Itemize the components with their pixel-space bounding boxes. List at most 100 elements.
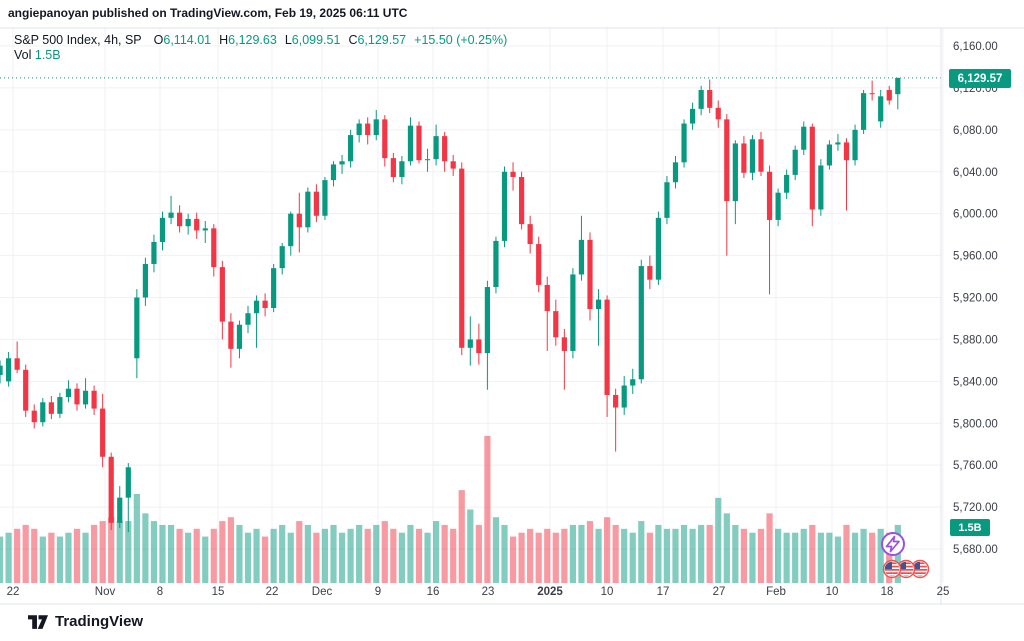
volume-bar: [159, 524, 166, 583]
candle-body: [48, 402, 54, 414]
candle-body: [613, 394, 619, 408]
candle-body: [501, 171, 508, 241]
date-tick-label: 22: [266, 586, 279, 598]
price-tick-label: 5,960.00: [953, 251, 998, 263]
candle-body: [724, 119, 730, 202]
lightning-icon[interactable]: [881, 532, 905, 556]
volume-bar: [826, 532, 833, 583]
candle-body: [151, 241, 157, 264]
date-tick-label: 2025: [537, 586, 563, 598]
volume-label: Vol: [14, 48, 32, 62]
candle-body: [305, 191, 311, 228]
candle-body: [14, 358, 20, 370]
candle-body: [527, 224, 533, 245]
candle-body: [467, 339, 473, 348]
volume-bar: [732, 524, 739, 583]
candle-body: [108, 456, 114, 523]
change-value: +15.50 (+0.25%): [414, 33, 508, 47]
candle-body: [664, 182, 670, 218]
us-flag-icon[interactable]: [882, 559, 902, 579]
volume-bar: [749, 532, 756, 583]
volume-badge: 1.5B: [950, 519, 990, 536]
date-tick-label: 22: [7, 586, 20, 598]
ohlc-value: 6,129.63: [228, 33, 277, 47]
candle-body: [843, 142, 850, 161]
volume-bar: [886, 532, 893, 583]
candle-body: [587, 239, 593, 310]
candle-body: [194, 218, 200, 231]
attribution-text: angiepanoyan published on TradingView.co…: [8, 6, 408, 20]
date-tick-label: 10: [826, 586, 839, 598]
volume-bar: [236, 524, 243, 583]
volume-bar: [800, 528, 807, 583]
candle-body: [801, 126, 807, 150]
date-tick-label: 17: [657, 586, 670, 598]
volume-bar: [757, 528, 765, 583]
candle-body: [236, 324, 243, 349]
chart-legend: S&P 500 Index, 4h, SP O6,114.01 H6,129.63 L…: [14, 33, 507, 48]
volume-bar: [860, 528, 867, 583]
date-tick-label: 10: [601, 586, 614, 598]
candle-body: [450, 161, 456, 169]
candle-body: [895, 77, 901, 95]
reaction-bubbles[interactable]: [870, 528, 940, 582]
candle-body: [65, 388, 72, 398]
volume-bar: [775, 528, 782, 583]
volume-bar: [73, 528, 81, 583]
volume-bar: [227, 517, 234, 583]
volume-bar: [193, 528, 200, 583]
candle-body: [185, 218, 191, 227]
volume-bar: [792, 532, 799, 583]
candle-body: [40, 402, 46, 423]
candle-body: [578, 239, 585, 275]
volume-bar: [629, 532, 636, 583]
date-tick-label: 15: [212, 586, 225, 598]
volume-bar: [390, 528, 397, 583]
volume-bar: [202, 536, 209, 583]
candle-body: [809, 126, 815, 210]
candle-body: [672, 162, 679, 183]
candle-body: [100, 408, 106, 457]
volume-bar: [809, 524, 816, 583]
last-price-badge: 6,129.57: [949, 69, 1011, 88]
volume-bar: [569, 524, 576, 583]
tradingview-brand-link[interactable]: TradingView: [55, 612, 144, 630]
candle-body: [741, 143, 747, 173]
candle-body: [544, 284, 550, 312]
candle-body: [459, 168, 465, 348]
volume-bar: [680, 524, 688, 583]
volume-bar: [638, 521, 645, 583]
tradingview-logo-icon[interactable]: [28, 612, 48, 630]
candle-body: [177, 212, 183, 227]
candle-body: [211, 228, 217, 268]
volume-bar: [458, 490, 465, 583]
volume-bar: [501, 524, 508, 583]
volume-bar: [433, 521, 440, 583]
volume-bar: [869, 532, 876, 583]
candle-body: [202, 228, 208, 231]
date-tick-label: 23: [482, 586, 495, 598]
volume-bar: [150, 521, 158, 583]
price-tick-label: 6,000.00: [953, 209, 998, 221]
volume-value: 1.5B: [34, 48, 61, 62]
volume-bar: [31, 528, 38, 583]
volume-bar: [313, 532, 320, 583]
ohlc-letter: C: [348, 33, 358, 47]
candle-body: [749, 139, 756, 173]
ohlc-letter: L: [284, 33, 292, 47]
ohlc-letter: H: [219, 33, 229, 47]
candle-body: [570, 274, 576, 351]
candle-body: [484, 287, 490, 354]
candle-body: [835, 142, 841, 145]
candle-body: [732, 143, 738, 202]
date-tick-label: 8: [157, 586, 163, 598]
price-tick-label: 5,840.00: [953, 376, 998, 388]
us-flag-icon[interactable]: [896, 559, 916, 579]
candle-body: [638, 266, 644, 380]
volume-bar: [450, 528, 457, 583]
candle-body: [869, 93, 875, 95]
candle-body: [313, 191, 319, 216]
candle-body: [399, 161, 405, 177]
volume-bar: [142, 513, 149, 583]
price-tick-label: 6,040.00: [953, 167, 998, 179]
